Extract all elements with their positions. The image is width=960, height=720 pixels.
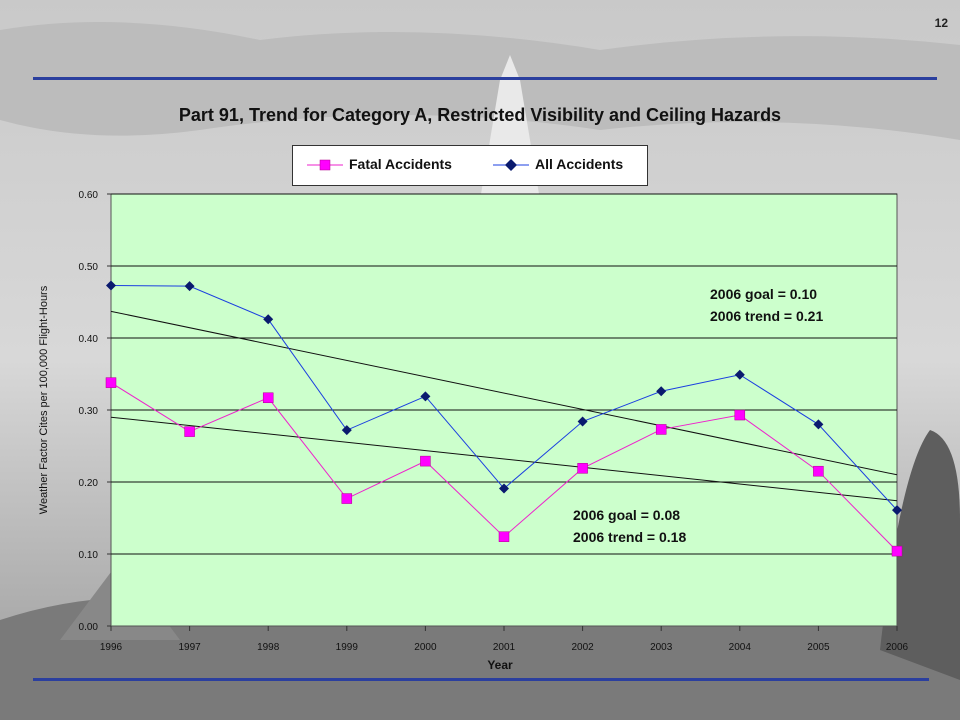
fatal-point: [577, 463, 588, 474]
y-tick-label: 0.60: [79, 190, 99, 201]
all-point: [734, 369, 745, 380]
y-tick-label: 0.30: [79, 406, 99, 417]
fatal-point: [734, 409, 746, 421]
x-tick-label: 1998: [257, 642, 280, 653]
chart-title: Part 91, Trend for Category A, Restricte…: [178, 105, 782, 125]
all-point: [341, 425, 352, 436]
x-tick-label: 1997: [178, 642, 201, 653]
legend-all-marker-icon: [493, 159, 529, 171]
y-tick-label: 0.20: [79, 478, 99, 489]
legend-fatal-marker-icon: [307, 159, 343, 171]
trendline-1: [110, 310, 898, 476]
legend-label-fatal: Fatal Accidents: [349, 156, 452, 172]
fatal-point: [655, 424, 667, 435]
fatal-point: [498, 531, 510, 542]
all-point: [813, 419, 824, 430]
y-tick-label: 0.40: [79, 334, 99, 345]
fatal-point: [184, 426, 195, 437]
all-point: [420, 391, 431, 402]
all-point: [263, 314, 274, 325]
annotation-all: 2006 goal = 0.10 2006 trend = 0.21: [710, 286, 823, 324]
all-point: [106, 280, 116, 291]
slide-number: 12: [934, 16, 948, 30]
x-tick-label: 1996: [100, 642, 123, 653]
bottom-rule: [33, 678, 929, 681]
annotation-all-trend: 2006 trend = 0.21: [710, 308, 824, 324]
fatal-point: [341, 493, 353, 504]
y-tick-label: 0.50: [79, 262, 99, 273]
all-point: [499, 483, 509, 494]
x-tick-label: 2003: [650, 642, 673, 653]
y-tick-label: 0.00: [79, 622, 99, 633]
x-axis-label: Year: [487, 658, 513, 672]
all-point: [656, 386, 667, 397]
x-tick-label: 2002: [571, 642, 594, 653]
fatal-point: [105, 377, 117, 388]
all-point: [577, 416, 588, 427]
fatal-point: [813, 465, 824, 477]
x-tick-label: 2001: [493, 642, 516, 653]
top-rule: [33, 77, 937, 80]
fatal-point: [891, 545, 903, 557]
fatal-point: [262, 392, 274, 404]
trendline-2: [110, 416, 898, 502]
y-axis-label: Weather Factor Cites per 100,000 Flight-…: [38, 285, 50, 515]
x-tick-label: 1999: [336, 642, 359, 653]
y-tick-label: 0.10: [79, 550, 99, 561]
fatal-point: [420, 455, 431, 467]
x-tick-label: 2005: [807, 642, 830, 653]
all-point: [892, 505, 902, 516]
annotation-fatal-goal: 2006 goal = 0.08: [573, 507, 681, 523]
x-tick-label: 2004: [729, 642, 752, 653]
annotation-all-goal: 2006 goal = 0.10: [710, 286, 818, 302]
annotation-fatal: 2006 goal = 0.08 2006 trend = 0.18: [573, 507, 686, 545]
chart-legend: Fatal Accidents All Accidents: [292, 145, 648, 186]
x-tick-label: 2000: [414, 642, 437, 653]
annotation-fatal-trend: 2006 trend = 0.18: [573, 529, 687, 545]
x-tick-label: 2006: [886, 642, 909, 653]
legend-label-all: All Accidents: [535, 156, 624, 172]
all-point: [184, 281, 195, 292]
